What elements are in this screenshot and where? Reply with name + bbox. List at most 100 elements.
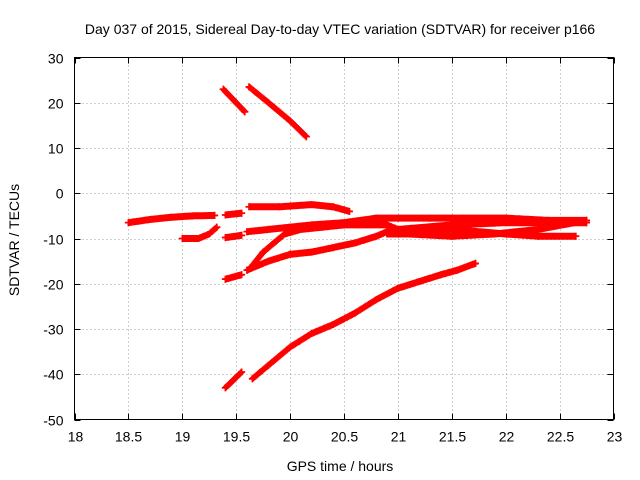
data-point: [572, 232, 580, 240]
x-tick-label: 18: [68, 429, 84, 445]
data-point: [308, 201, 316, 209]
data-point: [168, 213, 175, 221]
x-tick-label: 22: [499, 429, 515, 445]
data-point: [372, 214, 380, 222]
data-point: [286, 117, 294, 125]
data-point: [286, 343, 294, 351]
series-1: [124, 211, 219, 227]
data-point: [372, 296, 380, 304]
data-point: [345, 207, 353, 215]
data-point: [502, 219, 510, 227]
series-13: [383, 216, 590, 240]
data-point: [265, 361, 272, 369]
series-5: [221, 271, 246, 283]
data-point: [270, 239, 278, 247]
data-point: [205, 230, 213, 238]
data-point: [281, 230, 289, 238]
x-tick-label: 18.5: [115, 429, 142, 445]
data-point: [383, 230, 391, 238]
data-point: [238, 368, 246, 376]
x-tick-label: 20: [283, 429, 299, 445]
y-tick-label: 10: [48, 141, 64, 157]
data-point: [238, 231, 246, 239]
x-axis-title: GPS time / hours: [287, 458, 394, 474]
x-tick-label: 21.5: [439, 429, 466, 445]
data-point: [372, 232, 380, 240]
series-2: [221, 209, 246, 219]
data-point: [448, 232, 456, 240]
data-point: [211, 211, 219, 219]
x-tick-label: 22.5: [547, 429, 574, 445]
data-point: [329, 203, 337, 211]
data-point: [265, 257, 272, 265]
data-point: [146, 216, 154, 223]
y-tick-label: -30: [43, 322, 63, 338]
data-point: [241, 108, 249, 116]
series-trace: [245, 83, 310, 141]
data-point: [195, 235, 202, 242]
data-point: [221, 211, 229, 219]
data-point: [302, 133, 310, 141]
data-point: [453, 266, 461, 274]
y-tick-label: -20: [43, 277, 63, 293]
data-point: [426, 214, 434, 222]
data-point: [238, 209, 246, 217]
y-tick-label: -50: [43, 413, 63, 429]
data-point: [265, 225, 272, 233]
data-point: [259, 248, 267, 256]
y-tick-label: -10: [43, 232, 63, 248]
data-point: [238, 271, 246, 279]
data-point: [221, 275, 229, 283]
data-point: [405, 230, 413, 238]
data-point: [232, 99, 240, 107]
data-point: [340, 221, 348, 229]
x-tick-label: 20.5: [331, 429, 358, 445]
data-point: [248, 375, 256, 383]
series-6: [221, 368, 246, 392]
data-point: [416, 278, 423, 285]
data-point: [245, 83, 253, 91]
series-9: [245, 201, 353, 215]
x-tick-label: 23: [607, 429, 623, 445]
chart-title: Day 037 of 2015, Sidereal Day-to-day VTE…: [85, 21, 595, 37]
series-3: [178, 223, 221, 242]
y-tick-label: -40: [43, 367, 63, 383]
data-point: [308, 330, 316, 337]
plot-area: [124, 83, 590, 392]
data-point: [351, 239, 359, 247]
data-point: [383, 221, 391, 229]
data-point: [351, 309, 359, 317]
data-point: [394, 284, 402, 292]
data-point: [308, 248, 316, 256]
data-point: [329, 321, 337, 328]
data-point: [221, 384, 229, 392]
data-point: [297, 225, 305, 233]
y-tick-label: 30: [48, 51, 64, 67]
data-point: [583, 216, 590, 224]
data-point: [124, 219, 132, 227]
data-point: [243, 266, 251, 274]
data-point: [213, 223, 221, 231]
data-point: [534, 225, 542, 233]
x-tick-label: 19: [175, 429, 191, 445]
series-trace: [245, 201, 353, 215]
x-tick-label: 19.5: [223, 429, 250, 445]
y-tick-label: 0: [56, 186, 64, 202]
data-point: [459, 214, 467, 222]
data-point: [472, 259, 479, 267]
series-trace: [248, 259, 479, 383]
data-point: [245, 203, 253, 211]
series-8: [245, 83, 310, 141]
data-point: [329, 244, 337, 252]
data-point: [394, 214, 402, 222]
axis-ticks: 18 18.5 19 19.5 20 20.5 21 21.5 22 22.5 23 -50 -40 -3…: [43, 51, 622, 445]
data-point: [362, 221, 370, 229]
data-point: [448, 225, 456, 233]
series-14: [248, 259, 479, 383]
x-tick-label: 21: [391, 429, 407, 445]
data-point: [491, 230, 499, 238]
data-point: [275, 203, 283, 211]
data-point: [286, 250, 294, 258]
data-point: [219, 85, 227, 93]
